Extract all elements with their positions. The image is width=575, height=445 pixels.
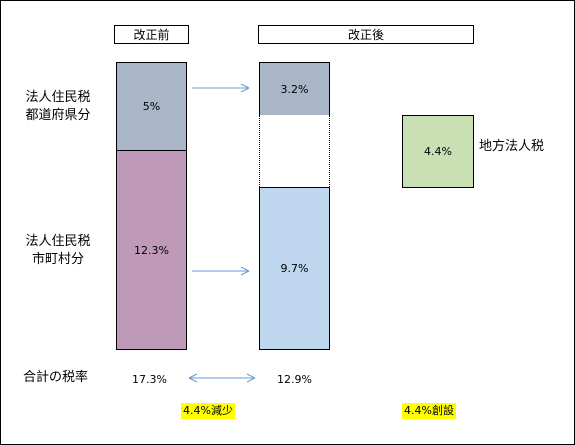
- arrow-right-prefecture-icon: [192, 83, 250, 93]
- note-created: 4.4%創設: [402, 403, 456, 419]
- row-label-prefecture-line1: 法人住民税: [25, 90, 91, 105]
- row-label-municipal: 法人住民税 市町村分: [13, 233, 103, 269]
- total-before: 17.3%: [132, 373, 167, 386]
- bar-after-removed-gap: [259, 115, 330, 189]
- header-after: 改正後: [258, 25, 474, 44]
- row-label-prefecture-line2: 都道府県分: [25, 108, 91, 123]
- row-label-total: 合計の税率: [23, 370, 89, 385]
- row-label-municipal-line1: 法人住民税: [25, 234, 91, 249]
- arrow-right-municipal-icon: [192, 266, 250, 276]
- bar-after-municipal: 9.7%: [259, 187, 330, 350]
- total-after: 12.9%: [277, 373, 312, 386]
- note-decrease: 4.4%減少: [181, 403, 235, 419]
- local-corporate-tax-box: 4.4%: [402, 115, 474, 188]
- bar-before-municipal: 12.3%: [116, 150, 187, 350]
- bar-before-prefecture: 5%: [116, 62, 187, 151]
- header-before: 改正前: [114, 25, 189, 44]
- arrow-double-total-icon: [188, 373, 256, 383]
- local-corporate-tax-label: 地方法人税: [479, 139, 545, 154]
- row-label-prefecture: 法人住民税 都道府県分: [13, 89, 103, 125]
- row-label-municipal-line2: 市町村分: [31, 252, 84, 267]
